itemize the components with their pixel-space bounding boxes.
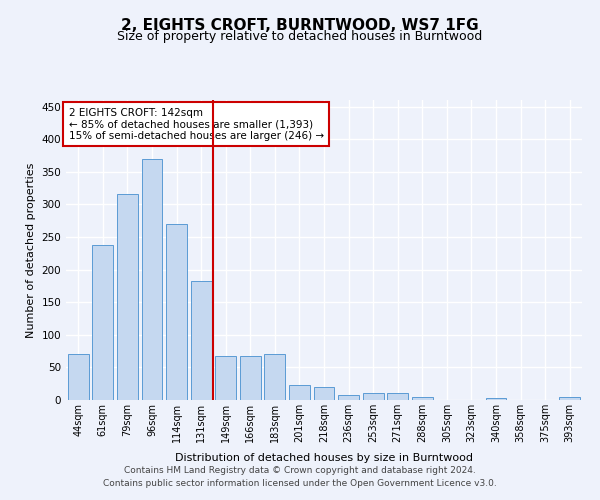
Bar (117, 194, 138, 400)
Bar (240, 356, 261, 400)
Bar (68, 354, 89, 400)
Bar (191, 280, 212, 400)
Bar (215, 356, 236, 400)
Bar (289, 385, 310, 400)
Y-axis label: Number of detached properties: Number of detached properties (26, 162, 36, 338)
Bar (338, 396, 359, 400)
Bar (485, 398, 506, 400)
Bar (314, 387, 334, 400)
Bar (559, 398, 580, 400)
Bar (387, 394, 408, 400)
Text: 2, EIGHTS CROFT, BURNTWOOD, WS7 1FG: 2, EIGHTS CROFT, BURNTWOOD, WS7 1FG (121, 18, 479, 32)
Bar (412, 398, 433, 400)
Text: 2 EIGHTS CROFT: 142sqm
← 85% of detached houses are smaller (1,393)
15% of semi-: 2 EIGHTS CROFT: 142sqm ← 85% of detached… (68, 108, 324, 140)
Text: Contains HM Land Registry data © Crown copyright and database right 2024.
Contai: Contains HM Land Registry data © Crown c… (103, 466, 497, 487)
X-axis label: Distribution of detached houses by size in Burntwood: Distribution of detached houses by size … (175, 454, 473, 464)
Bar (142, 158, 163, 400)
Text: Size of property relative to detached houses in Burntwood: Size of property relative to detached ho… (118, 30, 482, 43)
Bar (265, 354, 286, 400)
Bar (92, 246, 113, 400)
Bar (166, 224, 187, 400)
Bar (362, 394, 383, 400)
